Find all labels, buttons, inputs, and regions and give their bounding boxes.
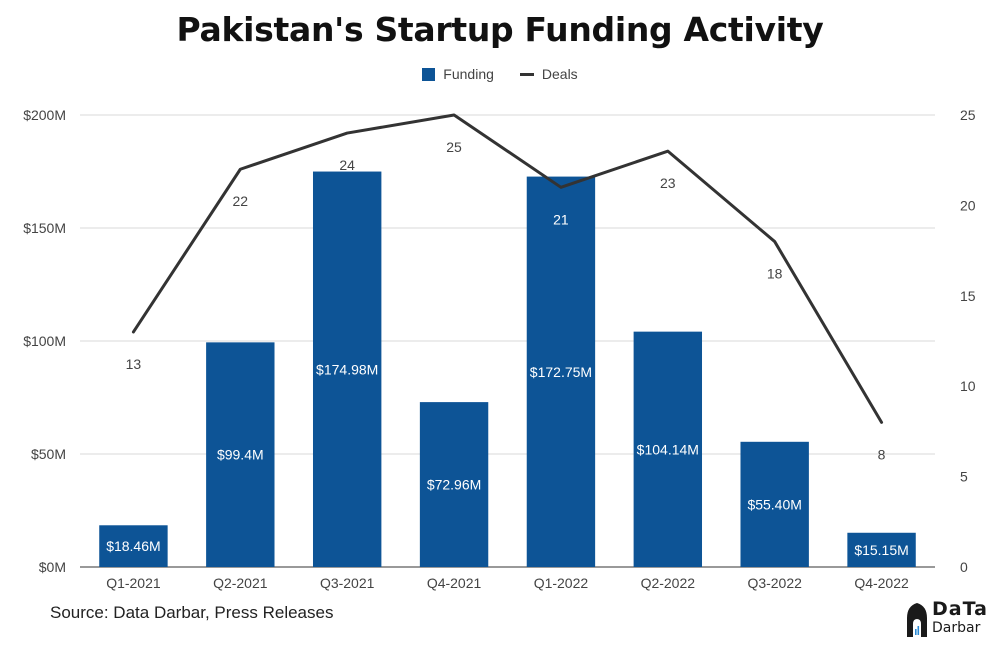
deals-point-label: 21: [553, 211, 569, 227]
funding-bar: [526, 176, 596, 567]
funding-bar-value-label: $99.4M: [217, 447, 264, 463]
deals-line: [131, 113, 884, 424]
legend-label-deals: Deals: [541, 66, 578, 82]
x-tick-label: Q1-2021: [106, 575, 161, 591]
dome-icon: [907, 603, 927, 637]
y-tick-label-left: $50M: [31, 446, 66, 462]
deals-point-label: 25: [446, 139, 462, 155]
y-tick-label-left: $100M: [23, 333, 66, 349]
y-tick-label-left: $0M: [39, 559, 66, 575]
deals-point-label: 23: [660, 175, 676, 191]
funding-bar: [312, 171, 382, 567]
deals-point-label: 22: [233, 193, 249, 209]
y-tick-label-right: 10: [960, 378, 976, 394]
combo-chart: $0M $50M $100M $150M $200M 0 5 10 15 20 25 $18.46…: [23, 107, 976, 591]
x-axis: Q1-2021 Q2-2021 Q3-2021 Q4-2021 Q1-2022 Q2-20…: [106, 575, 909, 591]
legend-item-funding: Funding: [422, 66, 494, 82]
x-tick-label: Q4-2022: [854, 575, 909, 591]
funding-bar: [633, 331, 703, 567]
y-axis-right: 0 5 10 15 20 25: [960, 107, 976, 575]
x-tick-label: Q3-2021: [320, 575, 375, 591]
x-tick-label: Q2-2021: [213, 575, 268, 591]
y-tick-label-left: $200M: [23, 107, 66, 123]
deals-point-label: 8: [878, 446, 886, 462]
legend-label-funding: Funding: [443, 66, 494, 82]
funding-bar-labels: $18.46M $99.4M $174.98M $72.96M $172.75M $104…: [106, 361, 909, 558]
funding-bar: [419, 402, 489, 567]
funding-bar: [99, 525, 168, 567]
funding-bar-value-label: $15.15M: [854, 542, 908, 558]
data-darbar-logo: DaTa Darbar: [905, 598, 988, 639]
y-tick-label-right: 25: [960, 107, 976, 123]
x-tick-label: Q3-2022: [747, 575, 802, 591]
y-axis-left: $0M $50M $100M $150M $200M: [23, 107, 66, 575]
deals-line-labels: 13 22 24 25 21 23 18 8: [126, 139, 886, 462]
funding-bars: [99, 171, 916, 567]
y-tick-label-right: 0: [960, 559, 968, 575]
deals-line-path: [131, 113, 884, 424]
deals-point-label: 18: [767, 266, 783, 282]
x-tick-label: Q1-2022: [534, 575, 589, 591]
y-tick-label-right: 5: [960, 469, 968, 485]
funding-bar-value-label: $72.96M: [427, 477, 481, 493]
funding-bar: [740, 441, 809, 567]
y-tick-label-right: 20: [960, 197, 976, 213]
funding-bar-value-label: $172.75M: [530, 364, 592, 380]
funding-bar: [206, 342, 275, 567]
source-note: Source: Data Darbar, Press Releases: [50, 603, 334, 622]
funding-bar-value-label: $174.98M: [316, 361, 378, 377]
logo-text-bottom: Darbar: [932, 620, 981, 636]
legend-swatch-deals: [519, 72, 534, 76]
legend-item-deals: Deals: [519, 66, 578, 82]
y-tick-label-right: 15: [960, 288, 976, 304]
legend: Funding Deals: [0, 66, 1000, 82]
deals-point-label: 13: [126, 356, 142, 372]
x-tick-label: Q2-2022: [641, 575, 696, 591]
deals-point-label: 24: [339, 157, 355, 173]
funding-bar-value-label: $55.40M: [747, 496, 801, 512]
funding-bar-value-label: $104.14M: [637, 441, 699, 457]
logo-text-top: DaTa: [932, 598, 988, 620]
x-tick-label: Q4-2021: [427, 575, 482, 591]
funding-bar-value-label: $18.46M: [106, 538, 160, 554]
chart-title: Pakistan's Startup Funding Activity: [176, 10, 824, 49]
legend-swatch-funding: [422, 67, 436, 81]
y-tick-label-left: $150M: [23, 220, 66, 236]
funding-bar: [847, 532, 916, 567]
